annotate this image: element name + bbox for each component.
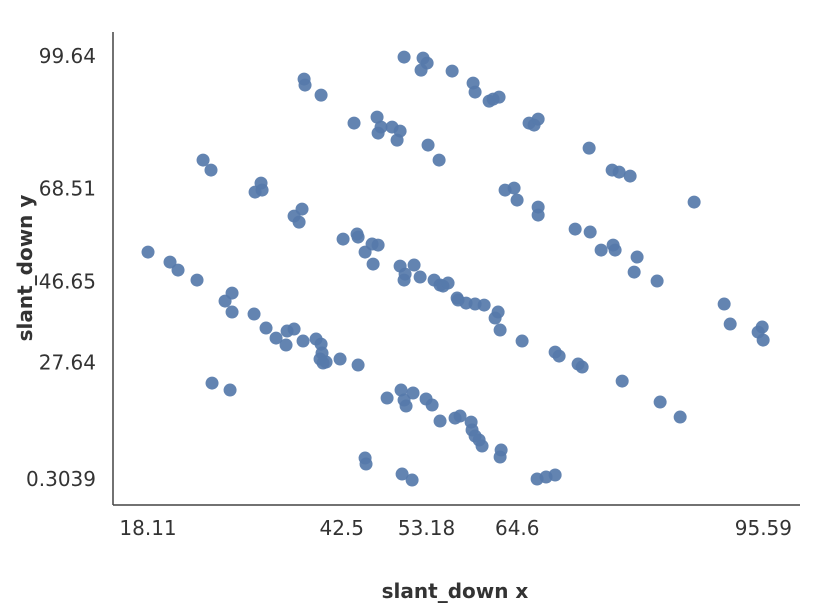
point xyxy=(594,243,608,257)
point xyxy=(366,257,380,271)
point xyxy=(583,225,597,239)
point xyxy=(394,383,408,397)
point xyxy=(225,305,239,319)
point xyxy=(531,208,545,222)
point xyxy=(468,85,482,99)
point xyxy=(319,355,333,369)
point xyxy=(441,276,455,290)
y-tick-label: 99.64 xyxy=(39,44,96,68)
y-axis-label: slant_down y xyxy=(13,195,37,342)
point xyxy=(615,374,629,388)
y-tick-label: 0.3039 xyxy=(26,467,96,491)
point xyxy=(225,286,239,300)
point xyxy=(298,78,312,92)
y-tick-label: 46.65 xyxy=(39,270,96,294)
point xyxy=(296,334,310,348)
point xyxy=(623,169,637,183)
y-tick-label: 27.64 xyxy=(39,351,96,375)
point xyxy=(627,265,641,279)
point xyxy=(493,450,507,464)
point xyxy=(287,322,301,336)
point xyxy=(205,376,219,390)
point xyxy=(351,230,365,244)
point xyxy=(608,243,622,257)
point xyxy=(612,165,626,179)
point xyxy=(407,258,421,272)
point xyxy=(406,386,420,400)
point xyxy=(405,473,419,487)
point xyxy=(397,50,411,64)
point xyxy=(190,273,204,287)
point xyxy=(171,263,185,277)
point xyxy=(552,349,566,363)
point xyxy=(630,250,644,264)
point xyxy=(515,334,529,348)
point xyxy=(347,116,361,130)
point xyxy=(204,163,218,177)
point xyxy=(582,141,596,155)
point xyxy=(259,321,273,335)
point xyxy=(413,270,427,284)
point xyxy=(723,317,737,331)
point xyxy=(432,153,446,167)
point xyxy=(421,138,435,152)
point xyxy=(371,126,385,140)
point xyxy=(433,414,447,428)
point xyxy=(493,323,507,337)
point xyxy=(370,110,384,124)
point xyxy=(399,399,413,413)
point xyxy=(673,410,687,424)
point xyxy=(477,298,491,312)
point xyxy=(196,153,210,167)
point xyxy=(395,467,409,481)
point xyxy=(336,232,350,246)
point xyxy=(163,255,177,269)
point xyxy=(756,333,770,347)
point xyxy=(425,398,439,412)
point xyxy=(507,181,521,195)
point xyxy=(371,238,385,252)
x-tick-label: 42.5 xyxy=(319,516,364,540)
point xyxy=(141,245,155,259)
point xyxy=(247,307,261,321)
point xyxy=(380,391,394,405)
point xyxy=(687,195,701,209)
point xyxy=(398,267,412,281)
y-tick-label: 68.51 xyxy=(39,177,96,201)
point xyxy=(650,274,664,288)
point xyxy=(445,64,459,78)
point xyxy=(531,112,545,126)
x-axis-label: slant_down x xyxy=(382,579,529,603)
point xyxy=(223,383,237,397)
point xyxy=(575,360,589,374)
x-tick-label: 64.6 xyxy=(495,516,540,540)
point xyxy=(351,358,365,372)
point xyxy=(653,395,667,409)
point xyxy=(390,133,404,147)
point xyxy=(314,88,328,102)
point xyxy=(269,331,283,345)
point xyxy=(717,297,731,311)
point xyxy=(475,439,489,453)
point xyxy=(492,90,506,104)
point xyxy=(488,311,502,325)
point xyxy=(292,215,306,229)
point xyxy=(453,409,467,423)
points xyxy=(141,50,770,487)
point xyxy=(255,183,269,197)
point xyxy=(333,352,347,366)
point xyxy=(414,63,428,77)
point xyxy=(279,338,293,352)
point xyxy=(359,457,373,471)
point xyxy=(548,468,562,482)
point xyxy=(568,222,582,236)
x-tick-label: 53.18 xyxy=(398,516,455,540)
point xyxy=(510,193,524,207)
x-tick-label: 18.11 xyxy=(119,516,176,540)
x-tick-label: 95.59 xyxy=(735,516,792,540)
